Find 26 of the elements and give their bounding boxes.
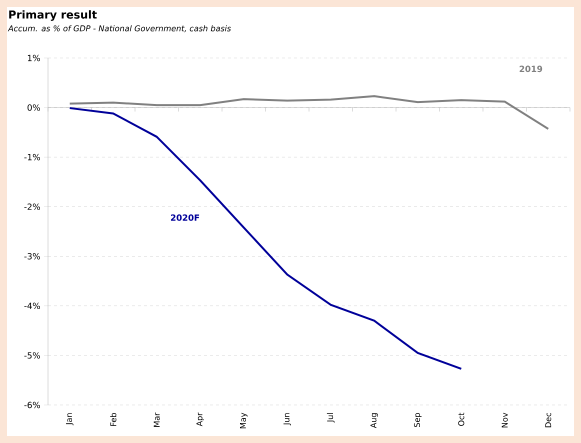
- y-tick-label: 0%: [28, 104, 40, 111]
- chart-subtitle: Accum. as % of GDP - National Government, cash basis: [8, 25, 231, 32]
- chart-title: Primary result: [9, 10, 97, 21]
- y-tick-label: -3%: [24, 253, 40, 260]
- y-tick-label: 1%: [28, 54, 40, 62]
- x-tick-label: Jun: [284, 413, 291, 426]
- x-tick-label: Jan: [66, 413, 74, 426]
- x-tick-label: Feb: [110, 412, 116, 426]
- y-tick-label: -6%: [24, 402, 40, 408]
- y-tick-label: -2%: [24, 203, 40, 210]
- x-tick-label: Nov: [502, 412, 508, 428]
- line-series: [68, 107, 462, 370]
- x-tick-label: Oct: [458, 412, 464, 426]
- text: 2019: [520, 66, 542, 72]
- x-tick-label: Mar: [154, 412, 160, 427]
- x-tick-label: Apr: [196, 412, 204, 426]
- y-tick-label: -4%: [24, 302, 40, 310]
- y-tick-label: -1%: [24, 154, 40, 160]
- text: 2020F: [170, 214, 200, 221]
- x-tick-label: Aug: [370, 413, 378, 428]
- line-series: [68, 95, 550, 130]
- y-tick-label: -5%: [24, 352, 40, 359]
- x-tick-label: Dec: [545, 413, 552, 428]
- x-tick-label: May: [240, 412, 248, 428]
- x-tick-label: Sep: [414, 412, 422, 428]
- x-tick-label: Jul: [326, 413, 335, 423]
